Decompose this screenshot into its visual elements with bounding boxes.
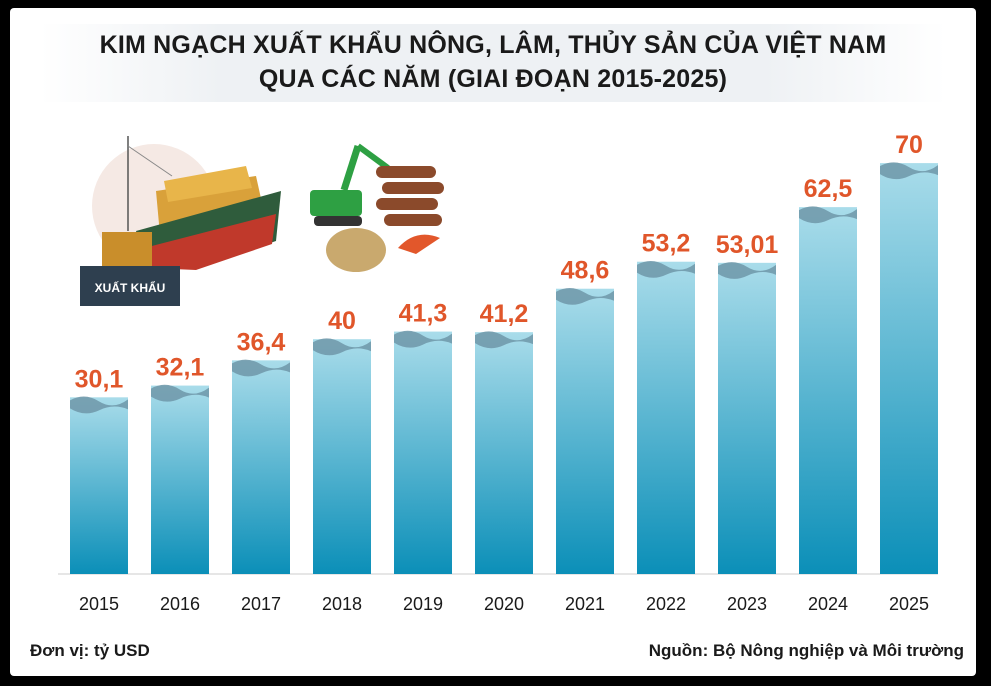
- bar-2015: [70, 397, 128, 574]
- value-label-2018: 40: [328, 307, 356, 335]
- value-label-2019: 41,3: [399, 300, 448, 328]
- excavator-icon: [310, 190, 362, 216]
- unit-label: Đơn vị: tỷ USD: [30, 641, 150, 660]
- category-label-2023: 2023: [727, 594, 767, 614]
- bar-wave-2023: [718, 262, 776, 279]
- value-label-2020: 41,2: [480, 300, 529, 328]
- category-label-2018: 2018: [322, 594, 362, 614]
- bar-2022: [637, 261, 695, 574]
- bar-wave-2022: [637, 260, 695, 278]
- category-label-2015: 2015: [79, 594, 119, 614]
- value-label-2017: 36,4: [237, 328, 286, 356]
- cargo-ship-illustration: XUẤT KHẨU: [80, 136, 281, 306]
- bar-wave-2021: [556, 287, 614, 305]
- bar-2017: [232, 360, 290, 574]
- export-container-icon: [80, 266, 180, 306]
- grain-sack-icon: [326, 228, 386, 272]
- bar-wave-2020: [475, 331, 533, 349]
- value-label-2021: 48,6: [561, 257, 610, 285]
- value-label-2023: 53,01: [716, 231, 779, 259]
- bar-2025: [880, 163, 938, 574]
- bar-wave-2024: [799, 206, 857, 224]
- bar-2024: [799, 207, 857, 574]
- category-label-2022: 2022: [646, 594, 686, 614]
- title-line-2: QUA CÁC NĂM (GIAI ĐOẠN 2015-2025): [258, 65, 728, 93]
- value-label-2024: 62,5: [804, 175, 853, 203]
- category-label-2021: 2021: [565, 594, 605, 614]
- bar-2020: [475, 332, 533, 574]
- bar-wave-2017: [232, 359, 290, 377]
- category-label-2025: 2025: [889, 594, 929, 614]
- bar-2018: [313, 339, 371, 574]
- bar-wave-2019: [394, 330, 452, 348]
- shrimp-icon: [398, 234, 440, 254]
- value-label-2016: 32,1: [156, 354, 205, 382]
- value-label-2015: 30,1: [75, 365, 124, 393]
- bar-chart: 30,1 2015 32,1 2016 36,4 2017 40 2018 41,3 2019 41…: [58, 131, 938, 614]
- title-line-1: KIM NGẠCH XUẤT KHẨU NÔNG, LÂM, THỦY SẢN …: [99, 31, 887, 59]
- value-label-2022: 53,2: [642, 230, 691, 258]
- category-label-2017: 2017: [241, 594, 281, 614]
- chart-title: KIM NGẠCH XUẤT KHẨU NÔNG, LÂM, THỦY SẢN …: [10, 28, 976, 96]
- source-label: Nguồn: Bộ Nông nghiệp và Môi trường: [648, 641, 964, 660]
- bar-wave-2025: [880, 162, 938, 180]
- logs-icon: [376, 166, 444, 226]
- bar-2019: [394, 331, 452, 574]
- forestry-seafood-illustration: [310, 143, 444, 272]
- category-label-2019: 2019: [403, 594, 443, 614]
- value-label-2025: 70: [895, 131, 923, 159]
- bar-2016: [151, 385, 209, 574]
- export-label: XUẤT KHẨU: [95, 280, 166, 295]
- bar-wave-2015: [70, 396, 128, 414]
- category-label-2024: 2024: [808, 594, 848, 614]
- bar-2021: [556, 288, 614, 574]
- bar-wave-2018: [313, 338, 371, 356]
- category-label-2016: 2016: [160, 594, 200, 614]
- category-label-2020: 2020: [484, 594, 524, 614]
- chart-card: KIM NGẠCH XUẤT KHẨU NÔNG, LÂM, THỦY SẢN …: [10, 8, 976, 676]
- title-band: [40, 24, 946, 102]
- bar-wave-2016: [151, 384, 209, 402]
- bar-2023: [718, 262, 776, 574]
